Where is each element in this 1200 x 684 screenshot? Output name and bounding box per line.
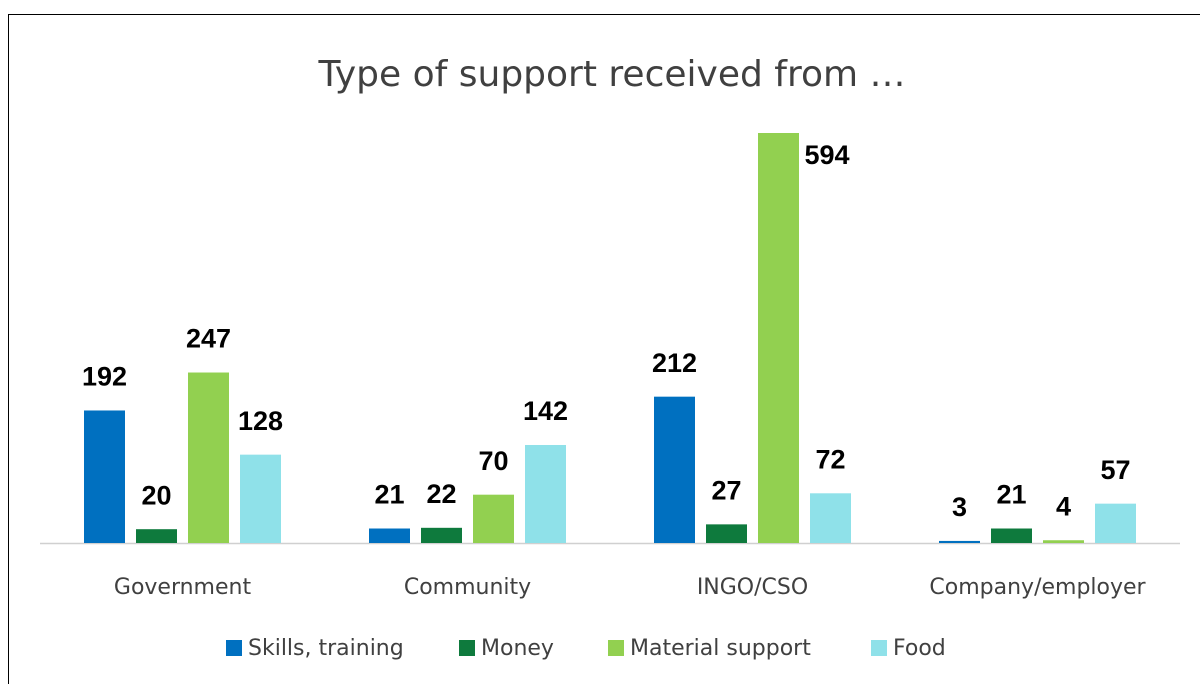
bar (758, 133, 799, 543)
data-label: 247 (186, 324, 231, 354)
data-label: 594 (804, 140, 849, 170)
bar (240, 454, 281, 543)
bar (1095, 503, 1136, 543)
bar (473, 494, 514, 543)
x-tick-label: Community (404, 575, 531, 600)
data-label: 20 (141, 480, 171, 510)
chart-frame (8, 14, 1200, 684)
bar (369, 528, 410, 543)
data-label: 3 (952, 492, 967, 522)
data-label: 57 (1100, 455, 1130, 485)
legend-label: Money (481, 636, 554, 661)
bar (136, 529, 177, 543)
data-label: 22 (426, 479, 456, 509)
legend-swatch (226, 640, 242, 656)
x-tick-label: Government (114, 575, 252, 600)
legend-swatch (459, 640, 475, 656)
legend-swatch (608, 640, 624, 656)
bar (654, 396, 695, 543)
bar (991, 528, 1032, 543)
bar (84, 410, 125, 543)
data-label: 21 (996, 480, 1026, 510)
legend-label: Food (893, 636, 946, 661)
bar (188, 372, 229, 543)
bar (421, 527, 462, 543)
data-label: 72 (815, 444, 845, 474)
data-label: 21 (374, 480, 404, 510)
legend-label: Skills, training (248, 636, 404, 661)
bar (810, 493, 851, 543)
data-label: 142 (523, 396, 568, 426)
bar (1043, 540, 1084, 543)
bar (525, 444, 566, 543)
x-tick-label: Company/employer (929, 575, 1146, 600)
data-label: 128 (238, 406, 283, 436)
data-label: 192 (82, 362, 127, 392)
data-label: 70 (478, 446, 508, 476)
legend-swatch (871, 640, 887, 656)
legend-label: Material support (630, 636, 811, 661)
data-label: 4 (1056, 491, 1071, 521)
bar (706, 524, 747, 543)
chart-title: Type of support received from … (317, 54, 905, 95)
data-label: 27 (711, 475, 741, 505)
bar (939, 540, 980, 543)
x-tick-label: INGO/CSO (697, 575, 808, 600)
data-label: 212 (652, 348, 697, 378)
